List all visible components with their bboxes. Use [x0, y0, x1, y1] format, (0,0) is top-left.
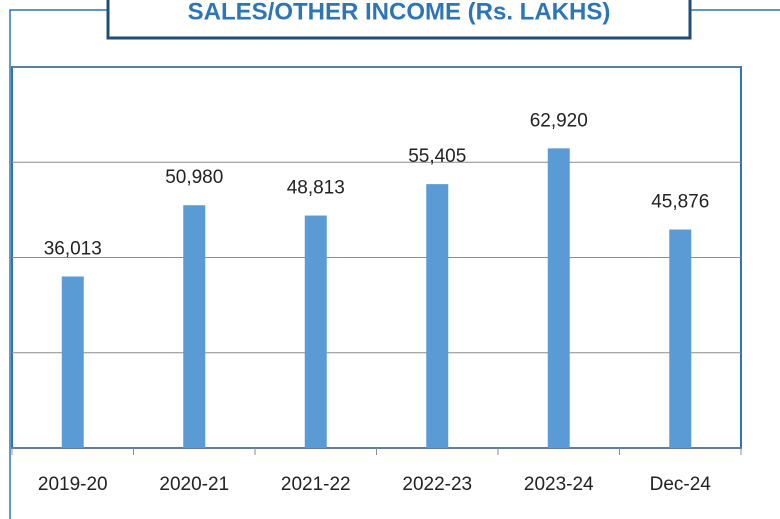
bar: [669, 229, 692, 448]
data-label: 55,405: [408, 146, 466, 167]
data-label: 48,813: [287, 178, 345, 199]
title-box: [106, 0, 692, 40]
x-tick-label: 2022-23: [402, 474, 472, 495]
bar: [61, 276, 84, 448]
bar: [304, 215, 327, 448]
x-tick-label: 2021-22: [281, 474, 351, 495]
chart-title: SALES/OTHER INCOME (Rs. LAKHS): [188, 0, 611, 25]
data-label: 50,980: [165, 167, 223, 188]
data-label: 62,920: [530, 110, 588, 131]
data-label: 36,013: [44, 239, 102, 260]
data-label: 45,876: [651, 192, 709, 213]
outer-frame: [9, 9, 780, 519]
bar: [547, 148, 570, 448]
x-tick-label: 2020-21: [159, 474, 229, 495]
bar: [183, 205, 206, 448]
bar: [426, 184, 449, 449]
x-tick-label: Dec-24: [650, 474, 712, 495]
x-tick-label: 2019-20: [38, 474, 108, 495]
x-tick-label: 2023-24: [524, 474, 594, 495]
